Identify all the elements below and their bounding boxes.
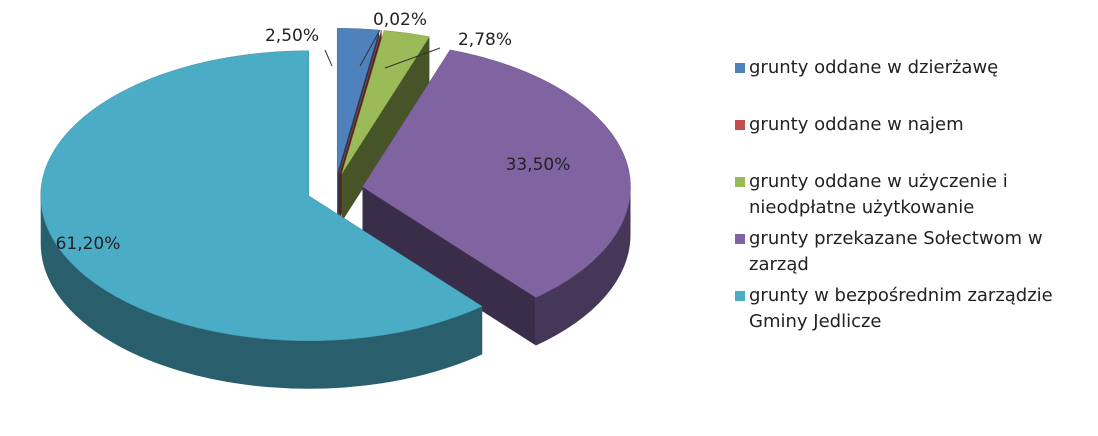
data-label: 61,20% bbox=[56, 234, 121, 254]
legend-item: grunty przekazane Sołectwom w zarząd bbox=[735, 226, 1085, 283]
pie-area: 2,50% 0,02% 2,78% 33,50% 61,20% bbox=[40, 10, 631, 389]
legend-swatch bbox=[735, 177, 745, 187]
legend-label: grunty w bezpośrednim zarządzie Gminy Je… bbox=[749, 285, 1053, 332]
legend-label: grunty oddane w dzierżawę bbox=[749, 57, 999, 78]
legend-label: grunty przekazane Sołectwom w zarząd bbox=[749, 228, 1043, 275]
pie-slice bbox=[341, 30, 430, 174]
legend-label: grunty oddane w najem bbox=[749, 114, 964, 135]
slice-face bbox=[341, 36, 430, 222]
pie-tops bbox=[40, 28, 631, 342]
legend-swatch bbox=[735, 234, 745, 244]
legend-swatch bbox=[735, 291, 745, 301]
pie-slice bbox=[339, 29, 382, 174]
leader-line bbox=[384, 47, 441, 69]
legend-item: grunty oddane w najem bbox=[735, 112, 1085, 169]
legend-item: grunty oddane w dzierżawę bbox=[735, 55, 1085, 112]
legend-item: grunty oddane w użyczenie i nieodpłatne … bbox=[735, 169, 1085, 226]
legend-item: grunty w bezpośrednim zarządzie Gminy Je… bbox=[735, 283, 1085, 340]
legend-swatch bbox=[735, 120, 745, 130]
legend-label: grunty oddane w użyczenie i nieodpłatne … bbox=[749, 171, 1008, 218]
data-label: 33,50% bbox=[506, 155, 571, 175]
data-label: 2,78% bbox=[458, 30, 512, 50]
data-label: 2,50% bbox=[265, 26, 319, 46]
data-label: 0,02% bbox=[373, 10, 427, 30]
pie-slice bbox=[40, 50, 483, 342]
legend: grunty oddane w dzierżawę grunty oddane w… bbox=[735, 55, 1085, 340]
leader-line bbox=[359, 29, 381, 67]
leader-line bbox=[324, 49, 333, 67]
pie-slice bbox=[336, 28, 380, 174]
legend-swatch bbox=[735, 63, 745, 73]
slice-side bbox=[40, 195, 483, 389]
slice-face bbox=[362, 186, 536, 346]
slice-side bbox=[535, 186, 631, 346]
pie-slice bbox=[362, 49, 631, 298]
